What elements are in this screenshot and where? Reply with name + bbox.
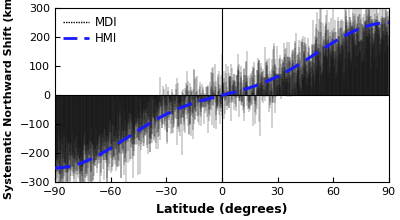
- Y-axis label: Systematic Northward Shift (km): Systematic Northward Shift (km): [4, 0, 14, 198]
- Legend: MDI, HMI: MDI, HMI: [61, 14, 120, 48]
- X-axis label: Latitude (degrees): Latitude (degrees): [156, 203, 288, 216]
